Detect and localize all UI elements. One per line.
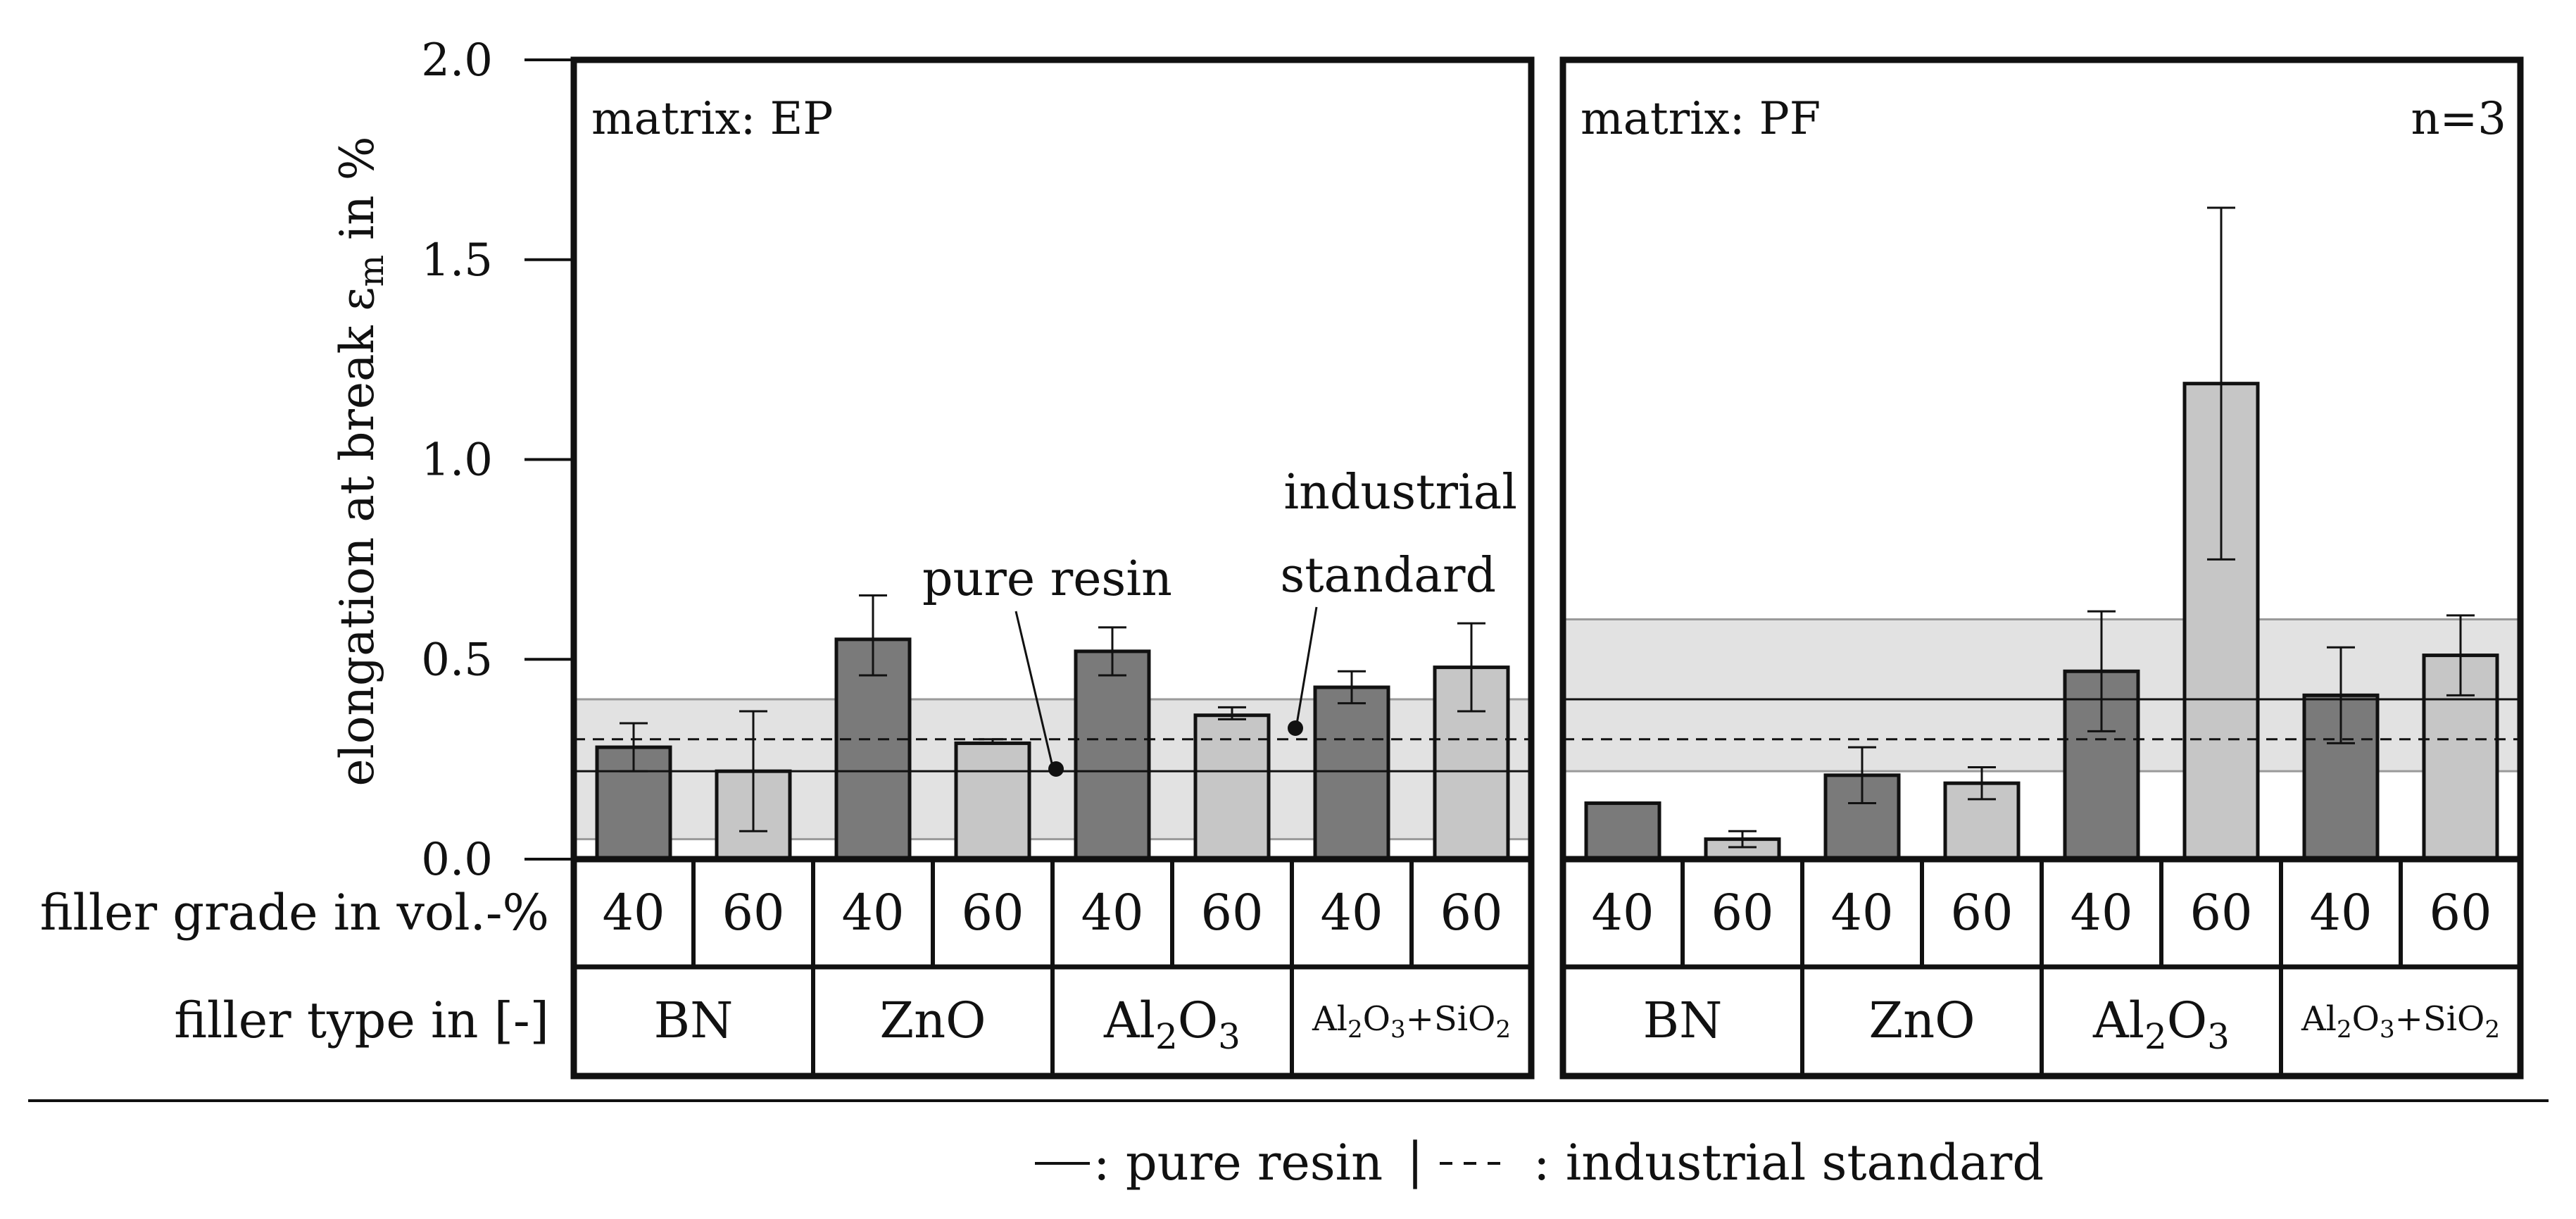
filler-grade-cell: 40 (1830, 884, 1893, 942)
panel-ep: matrix: EP (570, 56, 1535, 863)
y-axis-title-sub: m (352, 255, 391, 287)
bar-ZnO-60 (954, 741, 1031, 861)
filler-type-text: 2 (2144, 1016, 2167, 1057)
filler-grade-cell: 40 (2309, 884, 2372, 942)
filler-type-cell: BN (654, 992, 734, 1049)
chart-panels: matrix: EP matrix: PF n=3 (570, 56, 2524, 863)
filler-type-text: 3 (2380, 1015, 2395, 1044)
filler-type-text: 2 (1347, 1015, 1363, 1044)
filler-grade-row-label: filler grade in vol.-% (40, 884, 549, 942)
filler-type-cell: Al2O3 (2092, 992, 2230, 1057)
bar-Al2O3+SiO2-40 (1313, 685, 1390, 861)
filler-type-text: 3 (1390, 1015, 1406, 1044)
filler-type-text: Al (2301, 999, 2337, 1039)
filler-type-text: O (2167, 992, 2207, 1049)
filler-grade-cell: 60 (2189, 884, 2252, 942)
y-axis-title-main: elongation at break ε (330, 287, 384, 786)
legend-divider: | (1407, 1132, 1424, 1189)
y-tick-label: 0.5 (421, 634, 493, 686)
filler-type-text: ZnO (1868, 992, 1975, 1049)
legend-pure-resin-label: : pure resin (1093, 1134, 1383, 1192)
panel-label: matrix: EP (591, 93, 833, 145)
filler-type-text: BN (1643, 992, 1723, 1049)
filler-type-text: +SiO (1406, 999, 1496, 1039)
filler-type-text: O (2352, 999, 2380, 1039)
filler-grade-cell: 60 (722, 884, 784, 942)
filler-grade-cell: 40 (1591, 884, 1654, 942)
filler-grade-cell: 40 (602, 884, 665, 942)
y-axis-title-unit: in % (330, 137, 384, 255)
pure-resin-annotation: pure resin (922, 551, 1172, 607)
filler-type-text: 2 (2337, 1015, 2352, 1044)
filler-type-cell: BN (1643, 992, 1723, 1049)
filler-type-text: BN (654, 992, 734, 1049)
bar-BN-40 (1584, 801, 1661, 861)
filler-grade-cell: 60 (1711, 884, 1773, 942)
y-tick-label: 2.0 (421, 35, 493, 87)
pure-resin-leader (1014, 611, 1054, 767)
filler-type-text: Al (1312, 999, 1347, 1039)
y-tick-label: 1.0 (421, 435, 493, 487)
industrial-standard-leader (1295, 606, 1318, 725)
y-tick-label: 1.5 (421, 235, 493, 287)
filler-type-text: 3 (2207, 1016, 2230, 1057)
panel-label: matrix: PF (1581, 93, 1821, 145)
filler-type-text: 2 (2484, 1015, 2500, 1044)
filler-grade-cell: 60 (1950, 884, 2013, 942)
filler-grade-cell: 60 (1440, 884, 1502, 942)
filler-grade-cell: 40 (1081, 884, 1143, 942)
filler-grade-cell: 60 (2429, 884, 2492, 942)
filler-type-text: ZnO (879, 992, 986, 1049)
legend: : pure resin | : industrial standard (28, 1099, 2549, 1192)
filler-type-text: O (1363, 999, 1390, 1039)
bar-Al2O3-40 (1074, 649, 1151, 861)
sample-size-label: n=3 (2411, 93, 2506, 145)
industrial-standard-annotation-line2: standard (1280, 548, 1496, 604)
filler-type-text: 2 (1495, 1015, 1511, 1044)
filler-type-text: O (1178, 992, 1218, 1049)
filler-grade-cell: 40 (841, 884, 904, 942)
y-tick-label: 0.0 (421, 834, 493, 886)
filler-type-text: 3 (1218, 1016, 1240, 1057)
filler-type-cell: Al2O3+SiO2 (2301, 999, 2500, 1044)
industrial-standard-marker (1288, 720, 1303, 736)
filler-type-text: +SiO (2395, 999, 2485, 1039)
y-axis-title: elongation at break εm in % (330, 137, 391, 787)
industrial-standard-annotation-line1: industrial (1283, 465, 1517, 520)
filler-type-cell: ZnO (1868, 992, 1975, 1049)
filler-grade-cell: 60 (961, 884, 1024, 942)
bar-Al2O3-60 (1193, 713, 1271, 861)
legend-industrial-standard-label: : industrial standard (1533, 1134, 2044, 1192)
y-axis: 0.0 0.5 1.0 1.5 2.0 elongation at break εm in… (330, 35, 574, 886)
filler-type-text: Al (1103, 992, 1155, 1049)
filler-type-text: Al (2092, 992, 2144, 1049)
filler-grade-cell: 40 (1320, 884, 1383, 942)
filler-grade-cell: 60 (1200, 884, 1263, 942)
filler-type-cell: ZnO (879, 992, 986, 1049)
filler-type-row-label: filler type in [-] (174, 992, 549, 1049)
filler-table: filler grade in vol.-% filler type in [-]… (40, 856, 2524, 1080)
filler-type-text: 2 (1155, 1016, 1178, 1057)
filler-grade-cell: 40 (2070, 884, 2132, 942)
annotations: pure resin industrial standard (922, 465, 1517, 777)
filler-type-cell: Al2O3 (1103, 992, 1240, 1057)
panel-pf: matrix: PF n=3 (1559, 56, 2524, 863)
pure-resin-marker (1048, 761, 1064, 777)
filler-type-cell: Al2O3+SiO2 (1312, 999, 1511, 1044)
